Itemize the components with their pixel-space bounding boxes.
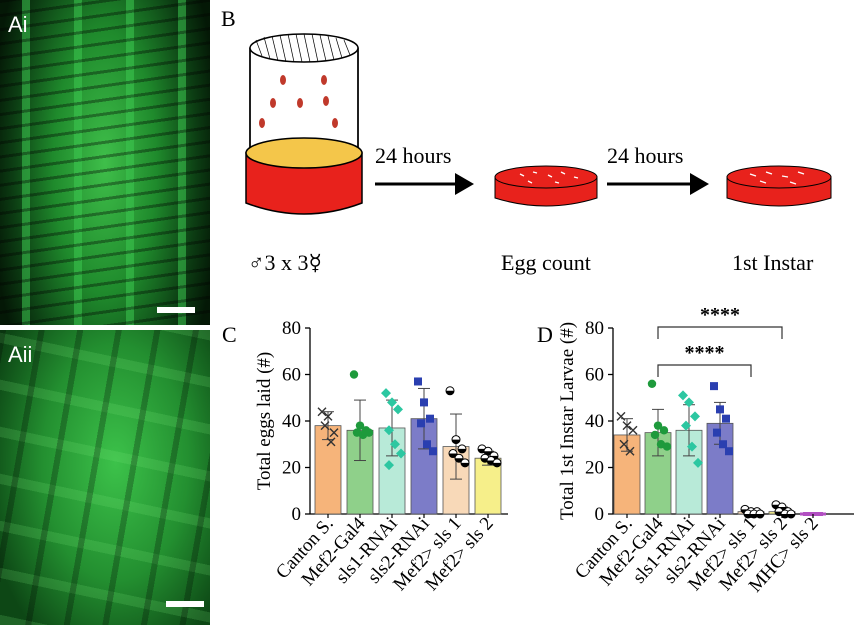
significance-bracket bbox=[657, 326, 783, 339]
muscle-image-aii: Aii bbox=[0, 330, 210, 625]
y-tick-label: 60 bbox=[282, 365, 301, 386]
data-point bbox=[787, 514, 795, 518]
data-point bbox=[323, 411, 333, 421]
data-point bbox=[719, 440, 727, 449]
data-point bbox=[349, 370, 359, 379]
data-point bbox=[725, 447, 733, 456]
fly-container bbox=[245, 33, 363, 215]
bar bbox=[474, 457, 502, 515]
arrow-2-head bbox=[690, 173, 709, 195]
data-point bbox=[625, 446, 635, 456]
data-point bbox=[381, 388, 391, 399]
y-tick-label: 20 bbox=[282, 458, 301, 479]
y-tick-label: 80 bbox=[585, 318, 604, 339]
fly-icon bbox=[259, 75, 338, 128]
data-point bbox=[628, 425, 638, 435]
data-point bbox=[662, 442, 672, 451]
data-point bbox=[806, 512, 814, 516]
data-point bbox=[684, 397, 694, 408]
data-point bbox=[326, 437, 336, 447]
data-point bbox=[384, 460, 394, 471]
data-point bbox=[317, 407, 327, 417]
significance-label: **** bbox=[700, 304, 740, 326]
y-axis-label: Total eggs laid (#) bbox=[254, 352, 275, 491]
data-point bbox=[423, 440, 431, 449]
data-point bbox=[384, 425, 394, 436]
data-point bbox=[713, 428, 721, 437]
data-point bbox=[355, 421, 365, 430]
panel-label-aii: Aii bbox=[8, 342, 33, 367]
data-point bbox=[461, 462, 469, 467]
y-tick-label: 0 bbox=[595, 504, 605, 525]
data-point bbox=[650, 430, 660, 440]
y-tick-label: 40 bbox=[282, 411, 301, 432]
significance-bracket bbox=[657, 364, 752, 377]
data-point bbox=[364, 428, 374, 437]
panel-label-ai: Ai bbox=[8, 12, 28, 37]
panel-label-b: B bbox=[221, 6, 236, 31]
data-point bbox=[417, 419, 425, 428]
data-point bbox=[429, 447, 437, 456]
data-point bbox=[693, 457, 703, 468]
data-point bbox=[414, 377, 422, 386]
data-point bbox=[659, 426, 669, 435]
y-tick-label: 80 bbox=[282, 318, 301, 339]
data-point bbox=[396, 448, 406, 459]
data-point bbox=[446, 390, 454, 395]
cross-label: ♂3 x 3☿ bbox=[248, 250, 322, 275]
data-point bbox=[653, 421, 663, 430]
egg-dish bbox=[494, 165, 598, 207]
data-point bbox=[426, 414, 434, 423]
data-point bbox=[387, 397, 397, 408]
data-point bbox=[390, 439, 400, 450]
data-point bbox=[329, 428, 339, 438]
data-point bbox=[678, 390, 688, 401]
data-point bbox=[622, 421, 632, 431]
y-tick-label: 0 bbox=[292, 504, 302, 525]
data-point bbox=[452, 439, 460, 444]
data-point bbox=[458, 448, 466, 453]
data-point bbox=[616, 411, 626, 421]
y-tick-label: 40 bbox=[585, 411, 604, 432]
scale-bar-ai bbox=[157, 307, 195, 313]
scale-bar-aii bbox=[166, 601, 204, 607]
egg-count-label: Egg count bbox=[501, 250, 591, 275]
data-point bbox=[647, 379, 657, 388]
y-tick-label: 20 bbox=[585, 458, 604, 479]
data-point bbox=[420, 398, 428, 407]
panel-label-c: C bbox=[222, 322, 237, 347]
data-point bbox=[687, 441, 697, 452]
data-point bbox=[716, 405, 724, 414]
data-point bbox=[815, 512, 823, 516]
data-point bbox=[690, 411, 700, 422]
step2-label: 24 hours bbox=[607, 143, 683, 168]
y-axis-label: Total 1st Instar Larvae (#) bbox=[557, 322, 578, 520]
panel-label-d: D bbox=[537, 322, 553, 347]
significance-label: **** bbox=[685, 342, 725, 364]
instar-label: 1st Instar bbox=[732, 250, 814, 275]
larvae-dish bbox=[726, 165, 832, 207]
data-point bbox=[756, 514, 764, 518]
y-tick-label: 60 bbox=[585, 365, 604, 386]
data-point bbox=[320, 421, 330, 431]
data-point bbox=[722, 414, 730, 423]
data-point bbox=[710, 382, 718, 391]
data-point bbox=[681, 420, 691, 431]
data-point bbox=[393, 404, 403, 415]
muscle-image-ai: Ai bbox=[0, 0, 210, 325]
arrow-1-head bbox=[455, 173, 474, 195]
step1-label: 24 hours bbox=[375, 143, 451, 168]
data-point bbox=[493, 462, 501, 467]
